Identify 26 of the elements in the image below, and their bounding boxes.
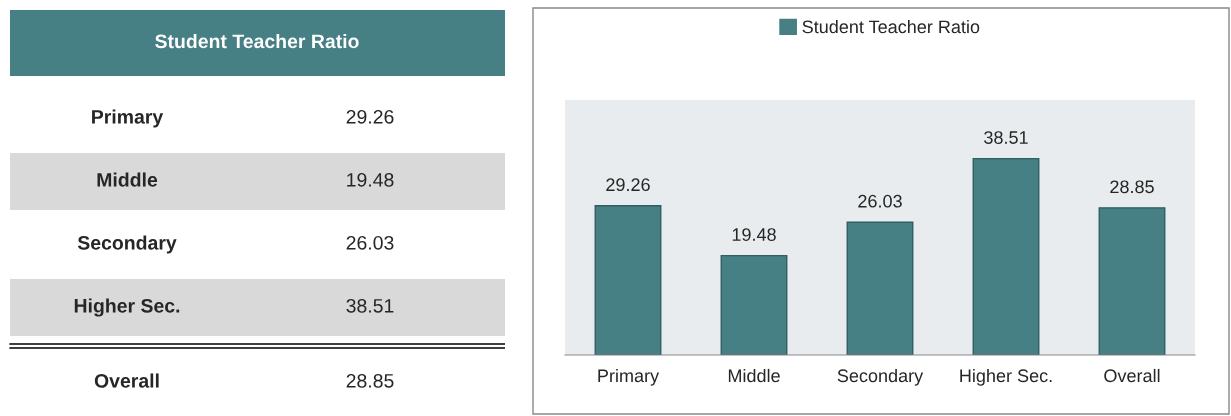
- data-label: 26.03: [858, 194, 902, 208]
- data-label: 19.48: [732, 228, 776, 241]
- data-label: 28.85: [346, 373, 394, 388]
- x-tick-label: Middle: [728, 368, 780, 383]
- data-label: 38.51: [346, 298, 394, 313]
- data-label: 29.26: [606, 178, 650, 192]
- bar: [846, 221, 914, 355]
- bar: [1098, 207, 1166, 355]
- bar: [594, 205, 662, 355]
- x-tick-label: Primary: [598, 368, 660, 386]
- data-label: 26.03: [346, 235, 394, 250]
- bar: [720, 254, 788, 355]
- text: Student Teacher Ratio: [155, 33, 359, 49]
- x-tick-label: Higher Sec.: [960, 368, 1052, 386]
- category-label: Secondary: [77, 235, 177, 254]
- data-label: 38.51: [984, 131, 1028, 144]
- data-label: 29.26: [346, 109, 394, 124]
- category-label: Primary: [92, 109, 164, 128]
- category-label: Higher Sec.: [74, 298, 180, 317]
- data-label: 19.48: [347, 172, 394, 187]
- data-label: 28.85: [1110, 180, 1154, 194]
- bar: [972, 157, 1040, 355]
- category-label: Middle: [97, 172, 158, 187]
- legend-label: Student Teacher Ratio: [802, 19, 980, 34]
- x-tick-label: Overall: [1104, 368, 1160, 383]
- x-tick-label: Secondary: [837, 368, 924, 386]
